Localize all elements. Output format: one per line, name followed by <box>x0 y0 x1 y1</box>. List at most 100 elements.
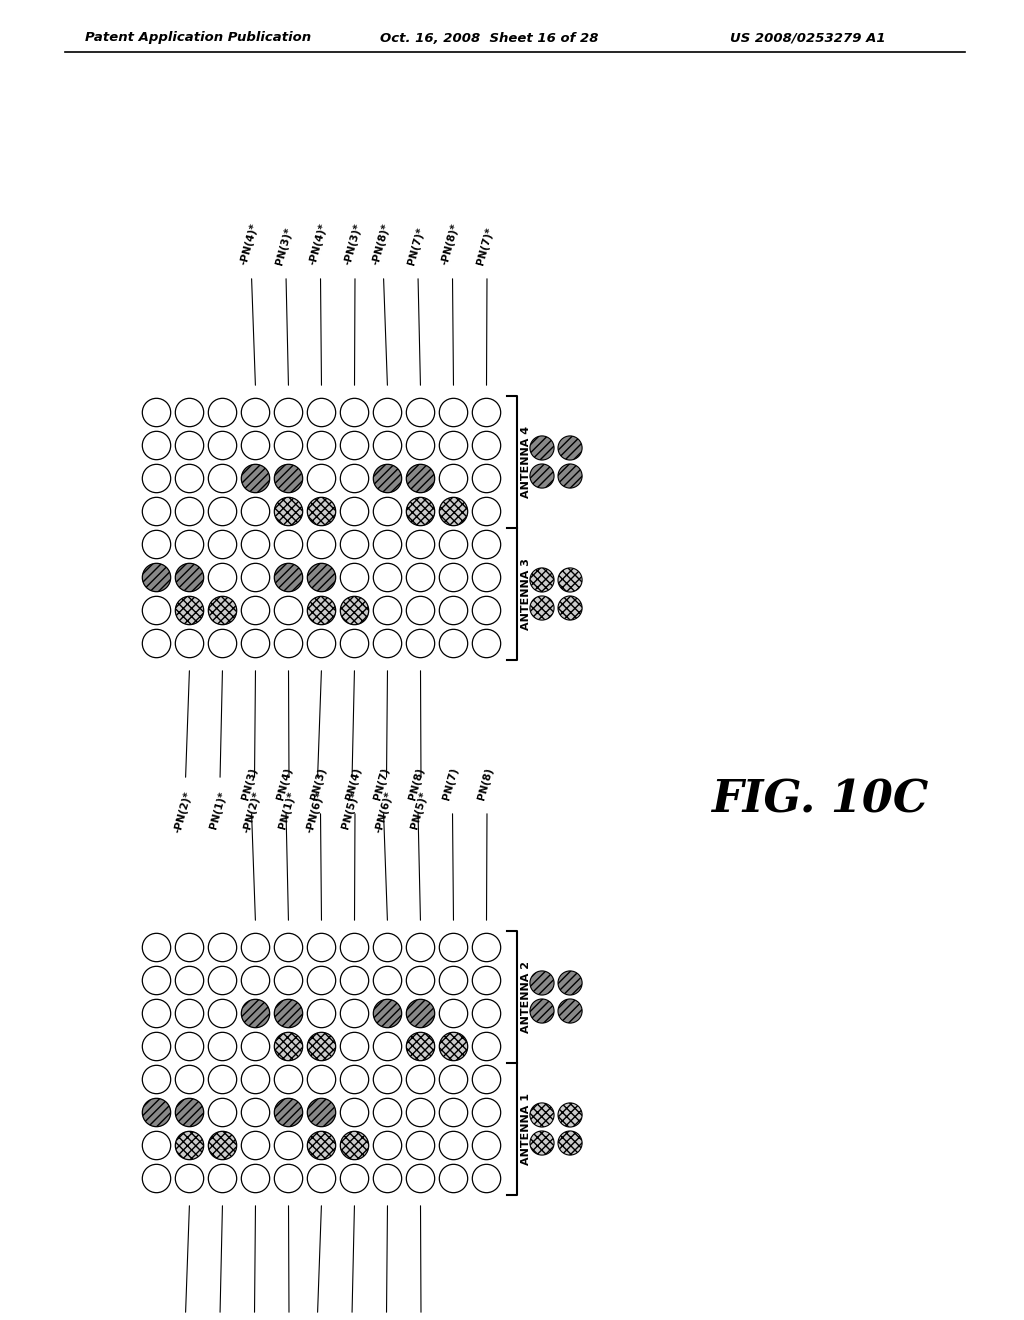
Circle shape <box>340 1164 369 1193</box>
Circle shape <box>472 498 501 525</box>
Circle shape <box>307 399 336 426</box>
Circle shape <box>142 999 171 1028</box>
Circle shape <box>274 630 303 657</box>
Circle shape <box>242 1065 269 1094</box>
Circle shape <box>374 1065 401 1094</box>
Circle shape <box>142 399 171 426</box>
Circle shape <box>558 1104 582 1127</box>
Circle shape <box>142 630 171 657</box>
Circle shape <box>274 1032 303 1061</box>
Circle shape <box>242 1098 269 1127</box>
Circle shape <box>142 531 171 558</box>
Circle shape <box>307 1164 336 1193</box>
Circle shape <box>175 531 204 558</box>
Circle shape <box>530 463 554 488</box>
Circle shape <box>407 1032 435 1061</box>
Circle shape <box>175 1131 204 1160</box>
Circle shape <box>340 399 369 426</box>
Text: ANTENNA 1: ANTENNA 1 <box>521 1093 531 1166</box>
Circle shape <box>307 630 336 657</box>
Circle shape <box>407 1098 435 1127</box>
Circle shape <box>472 1131 501 1160</box>
Circle shape <box>374 966 401 995</box>
Circle shape <box>472 597 501 624</box>
Circle shape <box>208 1032 237 1061</box>
Circle shape <box>175 966 204 995</box>
Circle shape <box>340 1131 369 1160</box>
Circle shape <box>142 1131 171 1160</box>
Circle shape <box>439 966 468 995</box>
Circle shape <box>175 465 204 492</box>
Circle shape <box>407 1131 435 1160</box>
Circle shape <box>407 933 435 962</box>
Circle shape <box>530 595 554 620</box>
Circle shape <box>407 1065 435 1094</box>
Circle shape <box>439 999 468 1028</box>
Circle shape <box>307 1065 336 1094</box>
Circle shape <box>374 531 401 558</box>
Circle shape <box>472 399 501 426</box>
Circle shape <box>340 999 369 1028</box>
Text: PN(7): PN(7) <box>373 767 390 801</box>
Circle shape <box>374 630 401 657</box>
Circle shape <box>208 1164 237 1193</box>
Circle shape <box>439 1098 468 1127</box>
Circle shape <box>472 1032 501 1061</box>
Circle shape <box>374 597 401 624</box>
Circle shape <box>439 498 468 525</box>
Circle shape <box>439 1032 468 1061</box>
Circle shape <box>407 432 435 459</box>
Circle shape <box>472 564 501 591</box>
Circle shape <box>340 498 369 525</box>
Circle shape <box>242 399 269 426</box>
Circle shape <box>208 1065 237 1094</box>
Circle shape <box>242 498 269 525</box>
Text: -PN(8)*: -PN(8)* <box>440 222 461 267</box>
Text: PN(1)*: PN(1)* <box>278 789 297 830</box>
Circle shape <box>407 531 435 558</box>
Circle shape <box>307 498 336 525</box>
Circle shape <box>242 630 269 657</box>
Circle shape <box>242 1131 269 1160</box>
Circle shape <box>530 999 554 1023</box>
Circle shape <box>307 999 336 1028</box>
Circle shape <box>175 999 204 1028</box>
Circle shape <box>307 597 336 624</box>
Circle shape <box>175 399 204 426</box>
Circle shape <box>340 432 369 459</box>
Circle shape <box>274 933 303 962</box>
Text: PN(7): PN(7) <box>441 767 460 801</box>
Circle shape <box>274 399 303 426</box>
Circle shape <box>558 1131 582 1155</box>
Circle shape <box>340 564 369 591</box>
Circle shape <box>558 595 582 620</box>
Circle shape <box>274 465 303 492</box>
Circle shape <box>472 999 501 1028</box>
Circle shape <box>208 933 237 962</box>
Circle shape <box>242 1032 269 1061</box>
Circle shape <box>340 1032 369 1061</box>
Circle shape <box>530 1131 554 1155</box>
Circle shape <box>439 933 468 962</box>
Text: Patent Application Publication: Patent Application Publication <box>85 32 311 45</box>
Circle shape <box>208 465 237 492</box>
Circle shape <box>142 597 171 624</box>
Circle shape <box>407 999 435 1028</box>
Circle shape <box>208 1098 237 1127</box>
Circle shape <box>407 630 435 657</box>
Circle shape <box>407 564 435 591</box>
Text: -PN(2)*: -PN(2)* <box>173 789 194 834</box>
Text: FIG. 10C: FIG. 10C <box>712 779 929 821</box>
Circle shape <box>274 999 303 1028</box>
Text: PN(8): PN(8) <box>476 767 495 801</box>
Text: PN(3)*: PN(3)* <box>274 226 294 267</box>
Circle shape <box>307 1131 336 1160</box>
Circle shape <box>558 568 582 593</box>
Text: PN(4): PN(4) <box>344 767 362 801</box>
Circle shape <box>472 531 501 558</box>
Circle shape <box>274 1164 303 1193</box>
Circle shape <box>208 999 237 1028</box>
Circle shape <box>340 465 369 492</box>
Circle shape <box>175 1032 204 1061</box>
Circle shape <box>439 597 468 624</box>
